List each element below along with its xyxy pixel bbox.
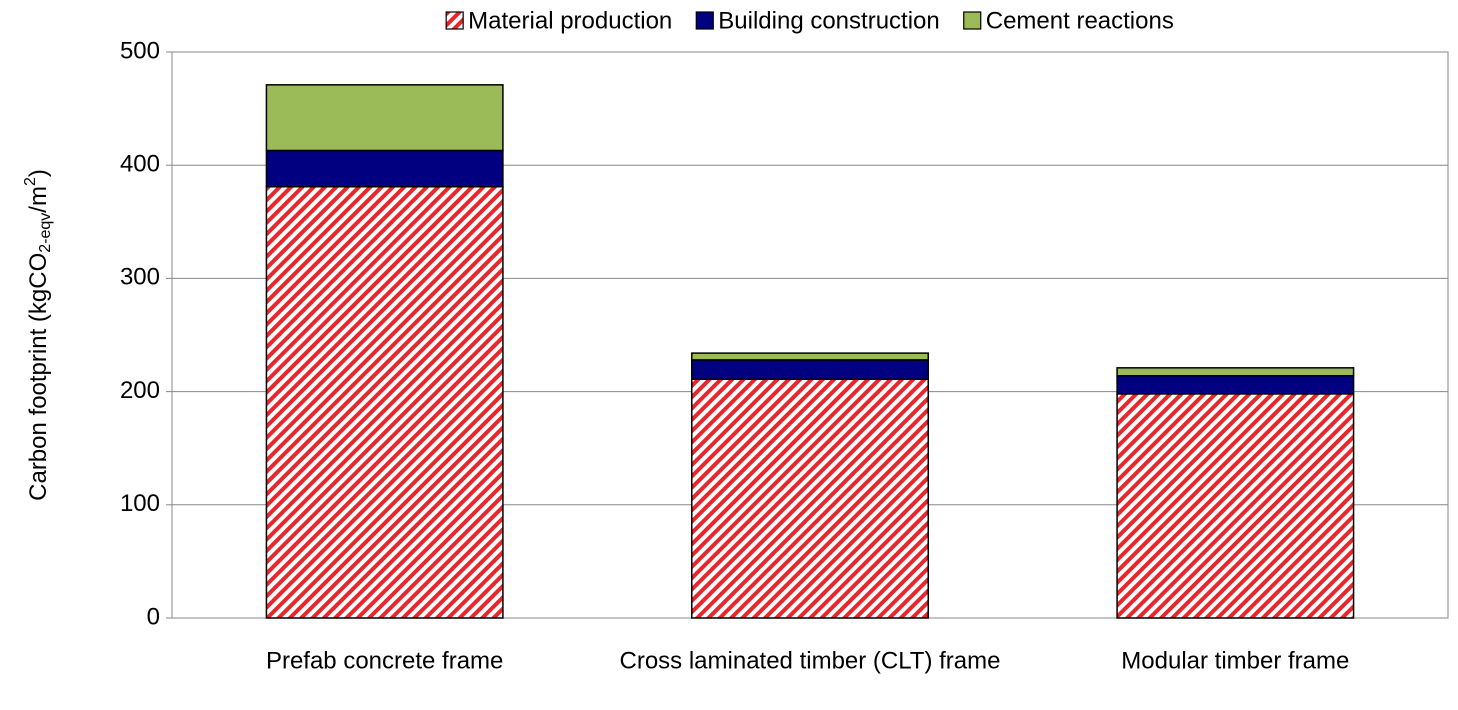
y-tick-label: 500 bbox=[120, 37, 160, 64]
y-tick-label: 200 bbox=[120, 377, 160, 404]
legend-swatch bbox=[963, 11, 982, 30]
bar-segment bbox=[1116, 393, 1355, 619]
bar-segment bbox=[691, 359, 929, 380]
y-tick-label: 0 bbox=[147, 603, 160, 630]
legend-label: Material production bbox=[468, 7, 672, 34]
legend-swatch bbox=[695, 11, 714, 30]
legend-label: Cement reactions bbox=[986, 7, 1174, 34]
y-tick-label: 400 bbox=[120, 151, 160, 178]
bar-segment bbox=[265, 149, 504, 188]
y-axis-label: Carbon footprint (kgCO2-eqv/m2) bbox=[22, 169, 54, 501]
bar-segment bbox=[1116, 367, 1355, 377]
bar-segment bbox=[265, 185, 504, 619]
x-tick-label: Prefab concrete frame bbox=[266, 647, 503, 674]
bar-segment bbox=[265, 84, 504, 152]
bar-segment bbox=[691, 378, 929, 619]
legend: Material production Building construction… bbox=[445, 7, 1174, 34]
legend-label: Building construction bbox=[718, 7, 939, 34]
legend-swatch bbox=[445, 11, 464, 30]
x-tick-label: Modular timber frame bbox=[1121, 647, 1349, 674]
bar-segment bbox=[1116, 375, 1355, 395]
x-tick-label: Cross laminated timber (CLT) frame bbox=[620, 647, 1001, 674]
y-tick-label: 300 bbox=[120, 264, 160, 291]
y-tick-label: 100 bbox=[120, 490, 160, 517]
bar-segment bbox=[691, 352, 929, 361]
